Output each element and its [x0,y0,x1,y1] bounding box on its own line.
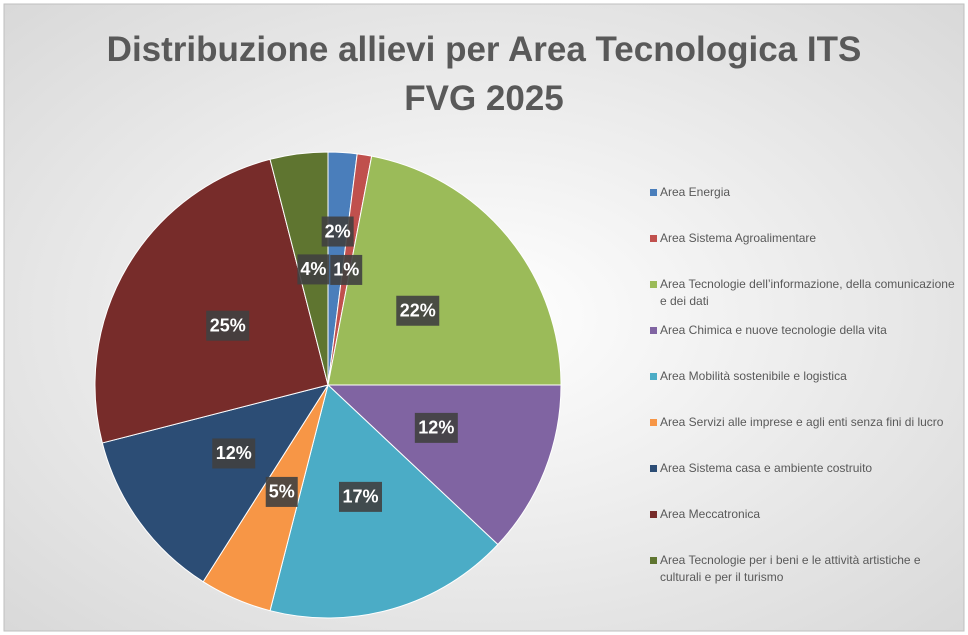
data-label: 17% [342,487,378,507]
legend-swatch [650,235,657,242]
legend-swatch [650,465,657,472]
legend-item: Area Tecnologie dell’informazione, della… [650,276,960,310]
data-label: 12% [418,418,454,438]
pie-slice [327,155,562,386]
data-label-box [339,481,383,512]
data-label-box [206,310,250,341]
data-label-box [212,438,256,469]
data-label-box [297,254,330,285]
data-label-box [414,412,458,443]
legend-item: Area Sistema Agroalimentare [650,230,960,247]
legend-label: Area Chimica e nuove tecnologie della vi… [660,323,887,337]
legend-label: Area Sistema Agroalimentare [660,231,817,245]
legend-label: Area Tecnologie per i beni e le attività… [660,553,921,584]
data-label-box [330,254,363,285]
data-label-box [321,216,354,247]
pie-slice [269,384,499,619]
legend-item: Area Sistema casa e ambiente costruito [650,460,960,477]
legend-item: Area Mobilità sostenibile e logistica [650,368,960,385]
legend-swatch [650,281,657,288]
legend-item: Area Meccatronica [650,506,960,523]
legend-swatch [650,511,657,518]
legend-label: Area Meccatronica [660,507,761,521]
data-label: 5% [269,482,295,502]
legend-item: Area Chimica e nuove tecnologie della vi… [650,322,960,339]
data-label: 4% [300,259,326,279]
legend-label: Area Mobilità sostenibile e logistica [660,369,847,383]
legend-label: Area Tecnologie dell’informazione, della… [660,277,955,308]
legend-item: Area Energia [650,184,960,201]
legend-swatch [650,419,657,426]
legend-swatch [650,189,657,196]
legend-swatch [650,373,657,380]
pie-slice [94,158,329,444]
data-label: 1% [333,260,359,280]
data-label: 12% [216,443,252,463]
data-label: 2% [325,221,351,241]
legend-label: Area Sistema casa e ambiente costruito [660,461,873,475]
data-label-box [265,476,298,507]
legend-item: Area Tecnologie per i beni e le attività… [650,552,960,586]
pie-slice [326,384,562,546]
data-label: 25% [210,315,246,335]
legend-swatch [650,327,657,334]
legend-item: Area Servizi alle imprese e agli enti se… [650,414,960,431]
legend-label: Area Energia [660,185,731,199]
legend-label: Area Servizi alle imprese e agli enti se… [660,415,944,429]
pie-slice [101,384,330,583]
data-label-box [396,295,440,326]
chart-title: Distribuzione allievi per Area Tecnologi… [107,30,862,118]
legend-swatch [650,557,657,564]
data-label: 22% [400,300,436,320]
